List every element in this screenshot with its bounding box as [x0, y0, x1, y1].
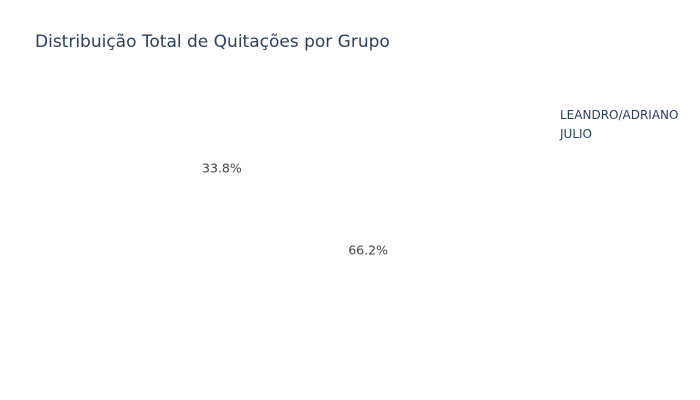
- legend: LEANDRO/ADRIANO JULIO: [560, 106, 678, 144]
- pie-slice-julio[interactable]: [160, 75, 295, 281]
- pie-slice-leandro-adriano[interactable]: [180, 75, 430, 346]
- pie-labels: 66.2% 33.8%: [202, 161, 388, 258]
- pie-slices: [160, 75, 430, 346]
- pie-slice-label: 33.8%: [202, 161, 242, 176]
- chart-title: Distribuição Total de Quitações por Grup…: [35, 32, 390, 52]
- legend-item-julio[interactable]: JULIO: [560, 125, 678, 144]
- legend-item-leandro-adriano[interactable]: LEANDRO/ADRIANO: [560, 106, 678, 125]
- legend-label: LEANDRO/ADRIANO: [560, 108, 679, 122]
- legend-label: JULIO: [560, 127, 592, 141]
- pie-slice-label: 66.2%: [348, 242, 388, 257]
